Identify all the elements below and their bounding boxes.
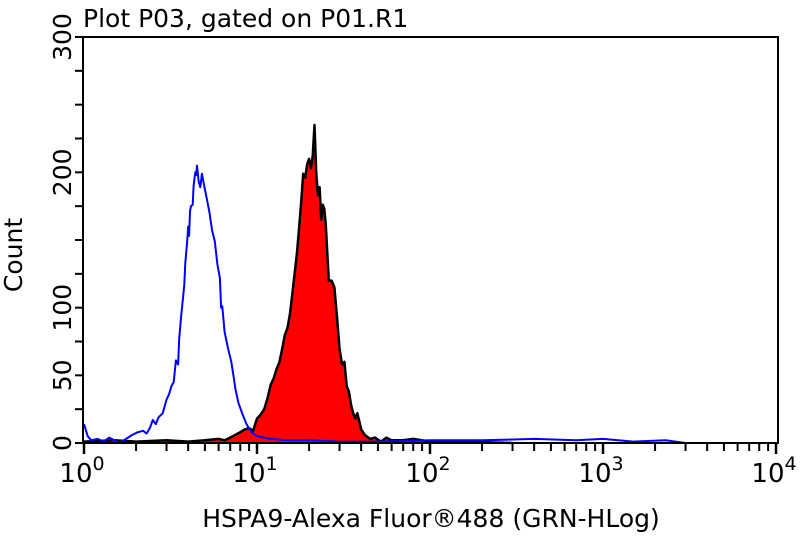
y-tick-label: 300	[48, 13, 77, 61]
histogram-fill	[84, 125, 513, 443]
x-axis-label: HSPA9-Alexa Fluor®488 (GRN-HLog)	[202, 504, 660, 533]
x-tick-label: 100	[59, 453, 104, 489]
y-tick-label: 50	[48, 359, 77, 391]
y-axis-label: Count	[0, 218, 28, 292]
y-axis: 0 50 100 200 300	[48, 13, 84, 451]
series-hspa9-filled	[83, 123, 513, 445]
y-tick-label: 100	[48, 284, 77, 332]
y-tick-label: 200	[48, 148, 77, 196]
x-tick-label: 102	[405, 453, 450, 489]
chart-title: Plot P03, gated on P01.R1	[83, 4, 408, 33]
series-control-outline	[83, 164, 686, 444]
x-tick-label: 103	[578, 453, 623, 489]
y-tick-label: 0	[48, 435, 77, 451]
histogram-outline	[83, 164, 686, 444]
histogram-edge	[83, 123, 513, 445]
x-tick-label: 101	[232, 453, 277, 489]
x-axis: 100 101 102 103 104	[59, 443, 797, 489]
x-tick-label: 104	[751, 453, 796, 489]
